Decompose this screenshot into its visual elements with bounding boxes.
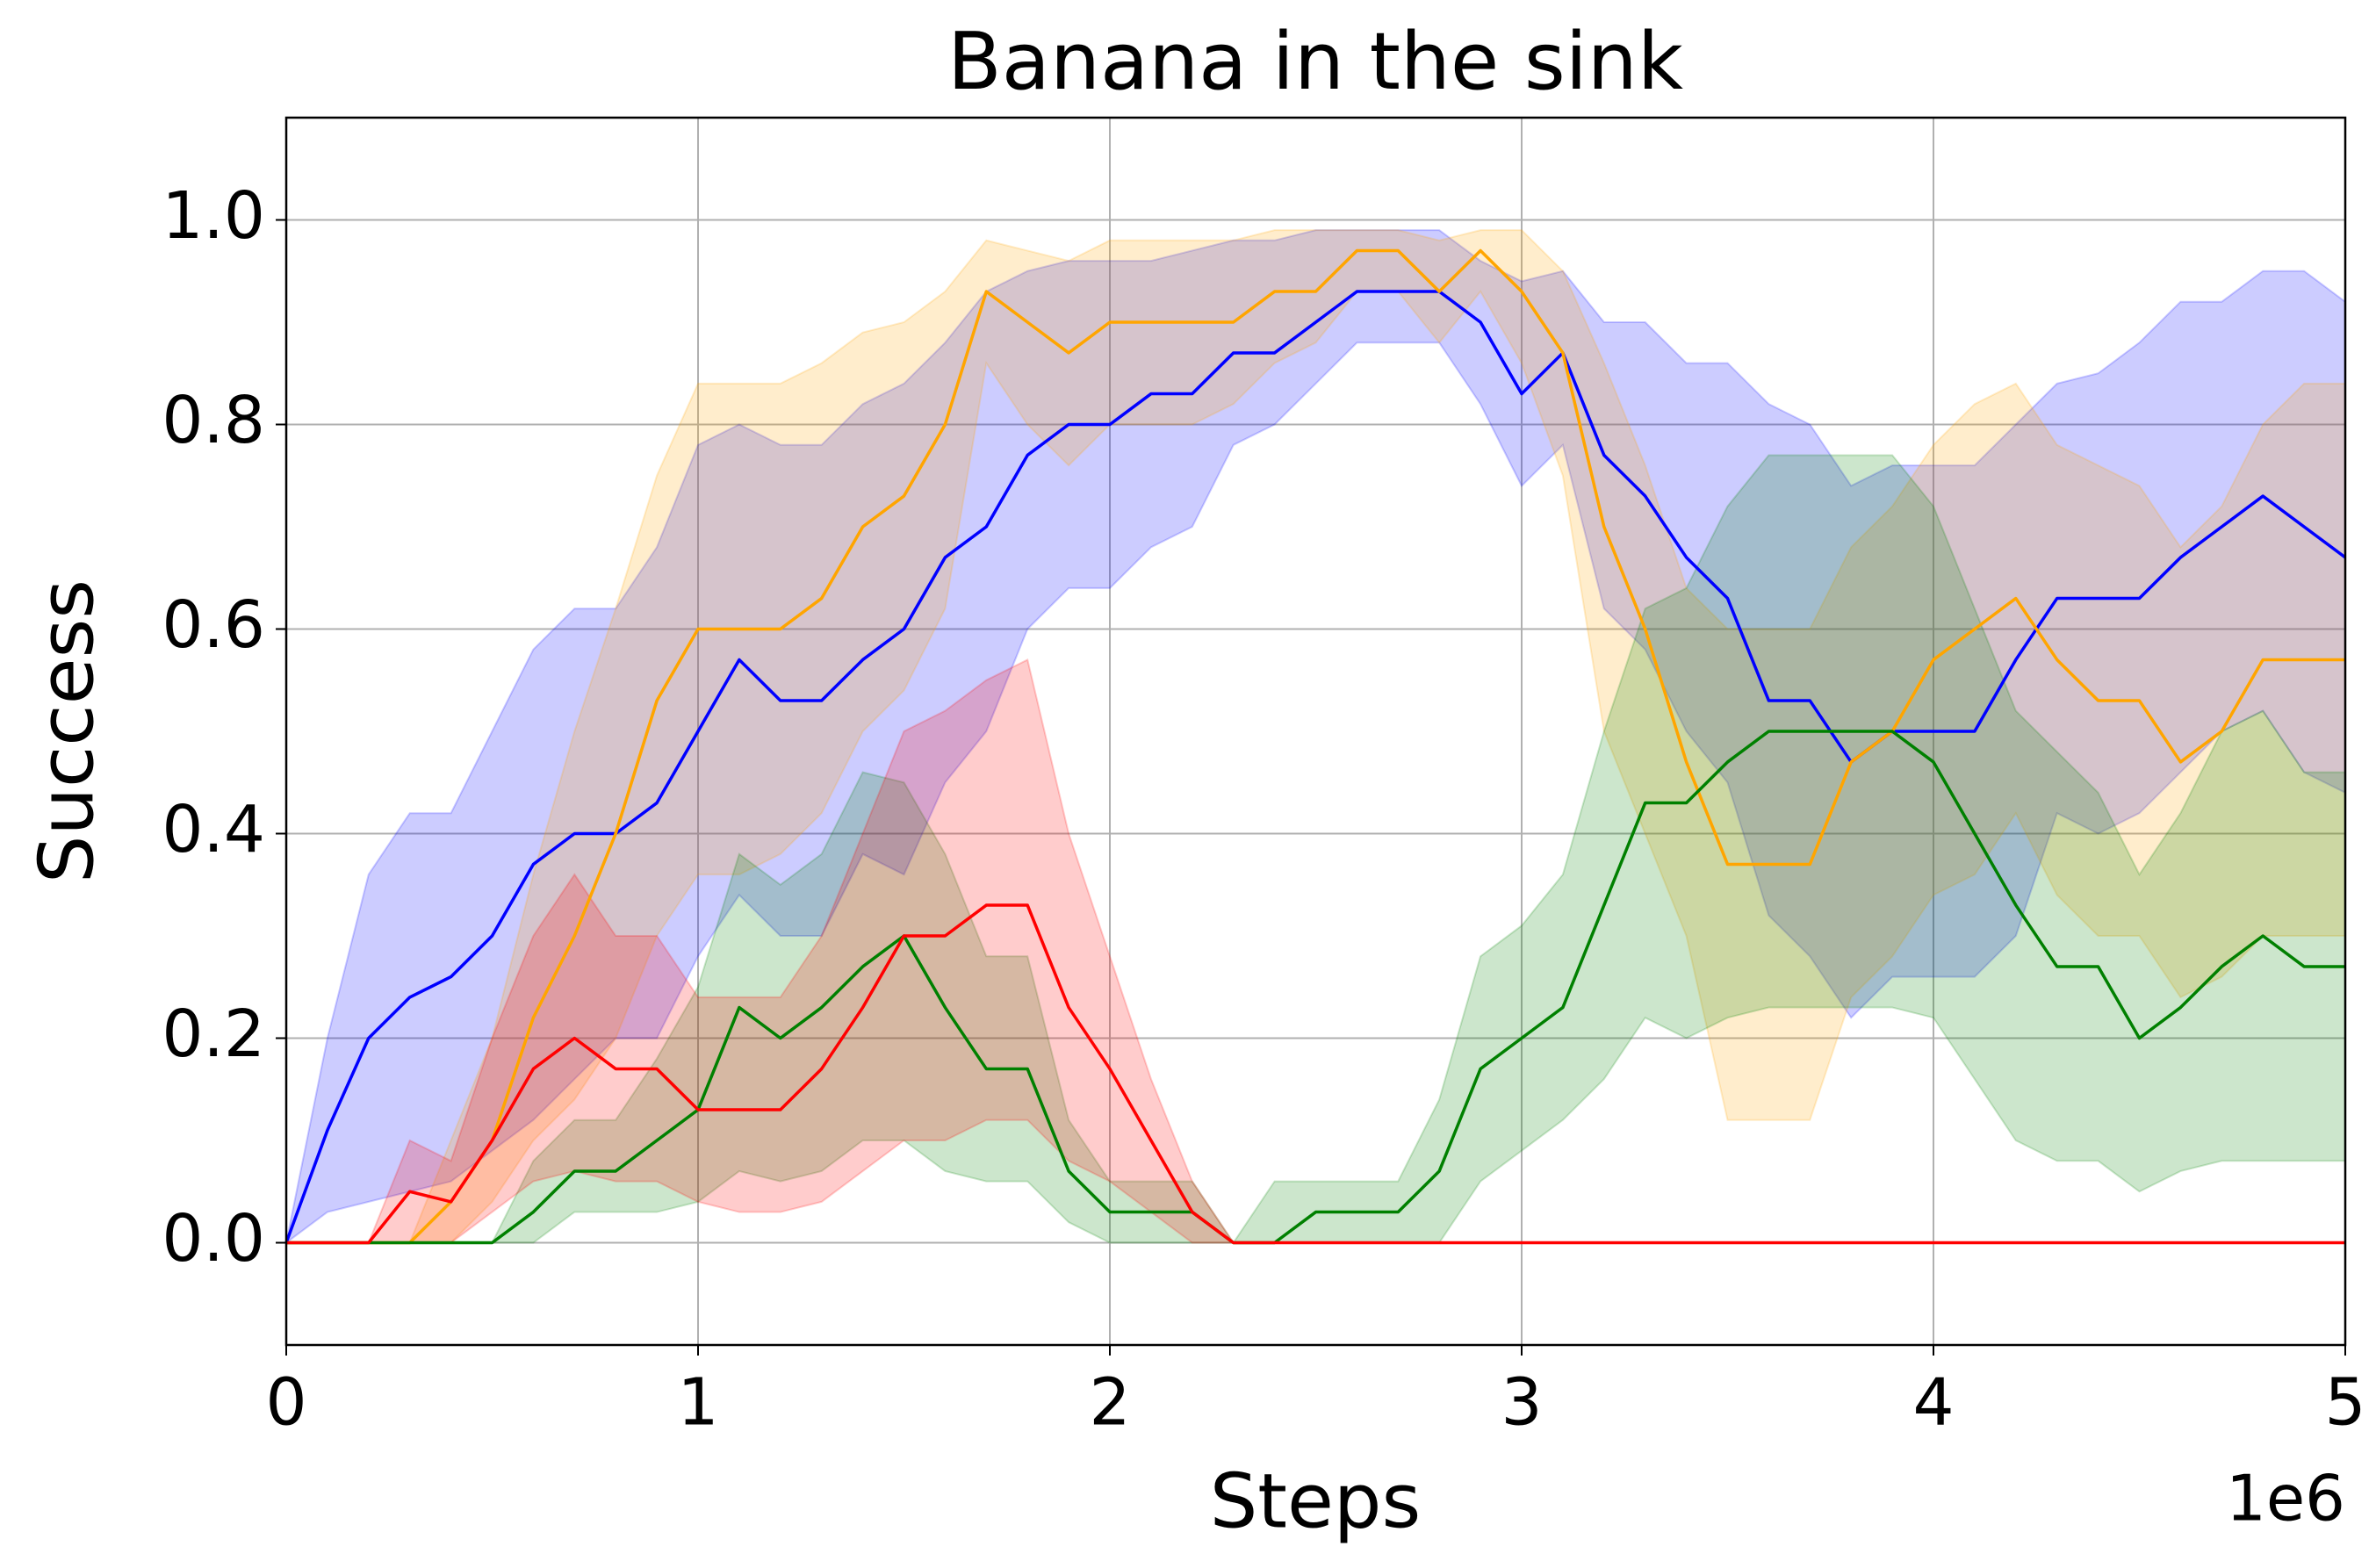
x-tick-label: 0 <box>265 1365 306 1441</box>
series-line <box>286 248 2345 1245</box>
series-line <box>286 730 2345 1245</box>
ticks: 0.0 0.2 0.4 0.6 0.8 1.0 0 1 2 3 4 5 <box>162 178 2365 1441</box>
x-tick-label: 1 <box>677 1365 718 1441</box>
series-line <box>284 290 2347 1244</box>
axes-frame <box>284 116 2347 1347</box>
series-line <box>286 903 2345 1245</box>
x-tick-label: 3 <box>1501 1365 1542 1441</box>
y-tick-label: 0.8 <box>162 383 265 458</box>
y-tick-label: 0.2 <box>162 996 265 1072</box>
x-tick-label: 4 <box>1912 1365 1954 1441</box>
y-axis-label: Success <box>23 579 111 883</box>
y-tick-label: 0.0 <box>162 1201 265 1277</box>
x-offset-label: 1e6 <box>2226 1462 2345 1536</box>
y-tick-label: 0.4 <box>162 792 265 867</box>
x-tick-label: 5 <box>2324 1365 2365 1441</box>
confidence-band <box>286 658 2345 1244</box>
y-tick-label: 0.6 <box>162 587 265 663</box>
y-tick-label: 1.0 <box>162 178 265 254</box>
x-tick-label: 2 <box>1089 1365 1130 1441</box>
chart-title: Banana in the sink <box>947 16 1683 108</box>
plot-area <box>284 229 2347 1245</box>
x-axis-label: Steps <box>1210 1457 1422 1545</box>
